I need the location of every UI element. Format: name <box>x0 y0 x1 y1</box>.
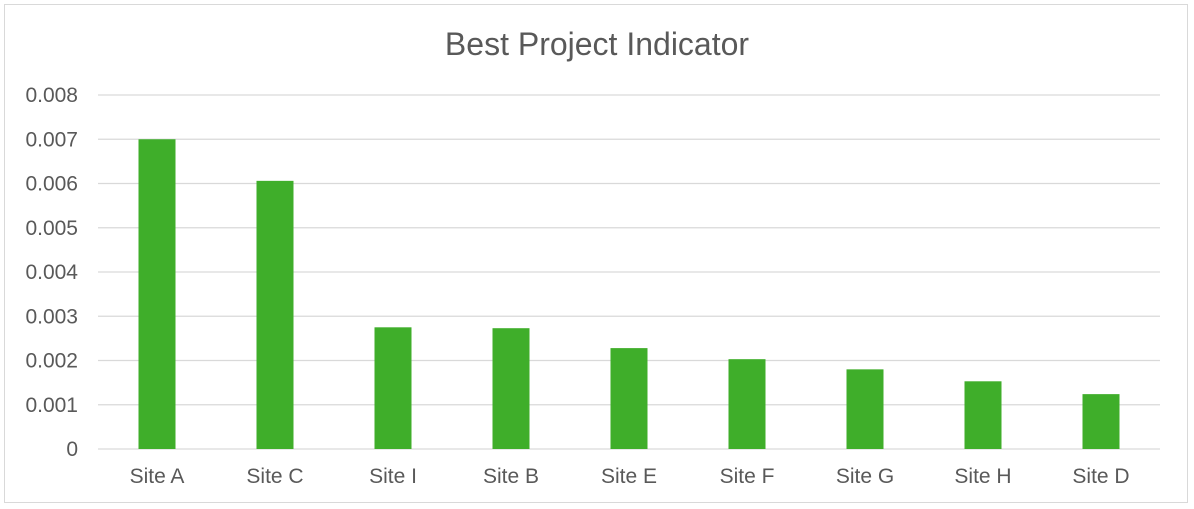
chart-title: Best Project Indicator <box>445 26 749 62</box>
bar <box>964 381 1002 449</box>
x-tick-label: Site A <box>130 465 185 488</box>
y-tick-label: 0.001 <box>25 394 78 417</box>
y-tick-label: 0.005 <box>25 217 78 240</box>
y-tick-label: 0 <box>66 438 78 461</box>
x-tick-label: Site B <box>483 465 539 488</box>
x-tick-label: Site I <box>369 465 417 488</box>
x-tick-label: Site G <box>836 465 894 488</box>
x-tick-label: Site H <box>954 465 1011 488</box>
bar <box>256 180 294 449</box>
y-tick-label: 0.003 <box>25 305 78 328</box>
y-tick-label: 0.007 <box>25 128 78 151</box>
bar <box>138 139 176 449</box>
x-tick-label: Site C <box>246 465 303 488</box>
bars <box>138 139 1120 449</box>
bar <box>846 369 884 449</box>
y-tick-label: 0.004 <box>25 261 78 284</box>
bar <box>1082 394 1120 449</box>
bar <box>610 348 648 449</box>
y-tick-label: 0.002 <box>25 350 78 373</box>
y-tick-label: 0.008 <box>25 84 78 107</box>
y-tick-label: 0.006 <box>25 173 78 196</box>
y-axis-ticks: 0 0.001 0.002 0.003 0.004 0.005 0.006 0.007 0.00… <box>25 84 78 461</box>
x-tick-label: Site D <box>1072 465 1129 488</box>
x-tick-label: Site F <box>720 465 775 488</box>
x-axis-ticks: Site A Site C Site I Site B Site E Site F Site… <box>130 465 1130 488</box>
bar <box>492 328 530 449</box>
bar <box>728 359 766 449</box>
bar <box>374 327 412 449</box>
x-tick-label: Site E <box>601 465 657 488</box>
